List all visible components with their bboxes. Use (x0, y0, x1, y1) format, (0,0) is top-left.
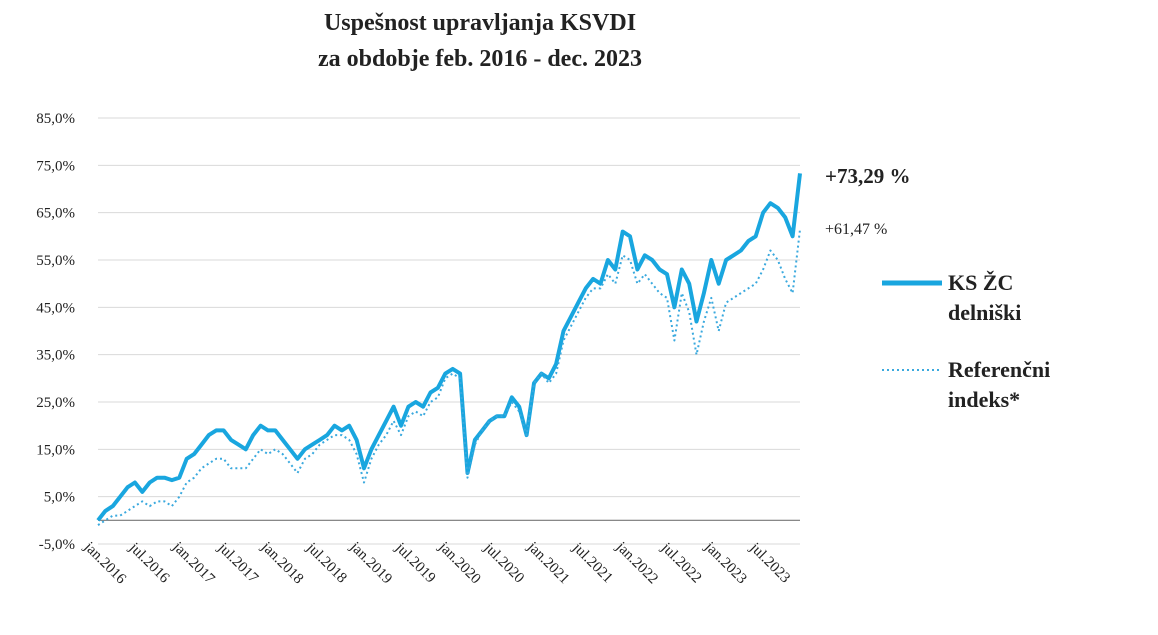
x-tick-label: jan.2020 (435, 538, 484, 587)
annotation: +73,29 % (825, 164, 910, 188)
legend-label: KS ŽC delniški (948, 270, 1022, 325)
series-line (96, 173, 802, 522)
y-tick-label: -5,0% (39, 537, 75, 553)
y-tick-label: 55,0% (36, 253, 75, 269)
x-tick-label: jan.2023 (701, 538, 750, 587)
x-tick-label: jan.2022 (612, 538, 661, 587)
x-tick-label: jan.2017 (169, 538, 218, 587)
y-tick-label: 15,0% (36, 442, 75, 458)
x-tick-label: jan.2021 (523, 538, 572, 587)
chart-title: Uspešnost upravljanja KSVDI (324, 10, 636, 36)
annotation: +61,47 % (825, 221, 887, 238)
legend-swatch (882, 369, 942, 371)
x-tick-label: jul.2023 (746, 539, 793, 586)
chart: Uspešnost upravljanja KSVDI za obdobje f… (36, 10, 910, 588)
legend-swatch (882, 280, 942, 286)
y-tick-label: 45,0% (36, 300, 75, 316)
y-tick-label: 75,0% (36, 158, 75, 174)
y-tick-label: 25,0% (36, 395, 75, 411)
y-tick-label: 85,0% (36, 111, 75, 127)
x-tick-label: jul.2021 (569, 539, 616, 586)
y-tick-label: 65,0% (36, 206, 75, 222)
x-tick-label: jan.2018 (257, 538, 306, 587)
series-line (97, 229, 801, 526)
legend-label: Referenčni indeks* (948, 357, 1051, 412)
x-tick-label: jul.2016 (125, 539, 172, 586)
x-tick-label: jul.2020 (480, 539, 527, 586)
y-tick-label: 35,0% (36, 348, 75, 364)
x-tick-label: jul.2017 (214, 539, 261, 586)
chart-title: za obdobje feb. 2016 - dec. 2023 (318, 46, 642, 72)
x-tick-label: jul.2019 (391, 539, 438, 586)
x-tick-label: jul.2018 (303, 539, 350, 586)
x-tick-label: jan.2016 (80, 538, 129, 587)
x-tick-label: jan.2019 (346, 538, 395, 587)
y-tick-label: 5,0% (44, 490, 75, 506)
x-tick-label: jul.2022 (657, 539, 704, 586)
